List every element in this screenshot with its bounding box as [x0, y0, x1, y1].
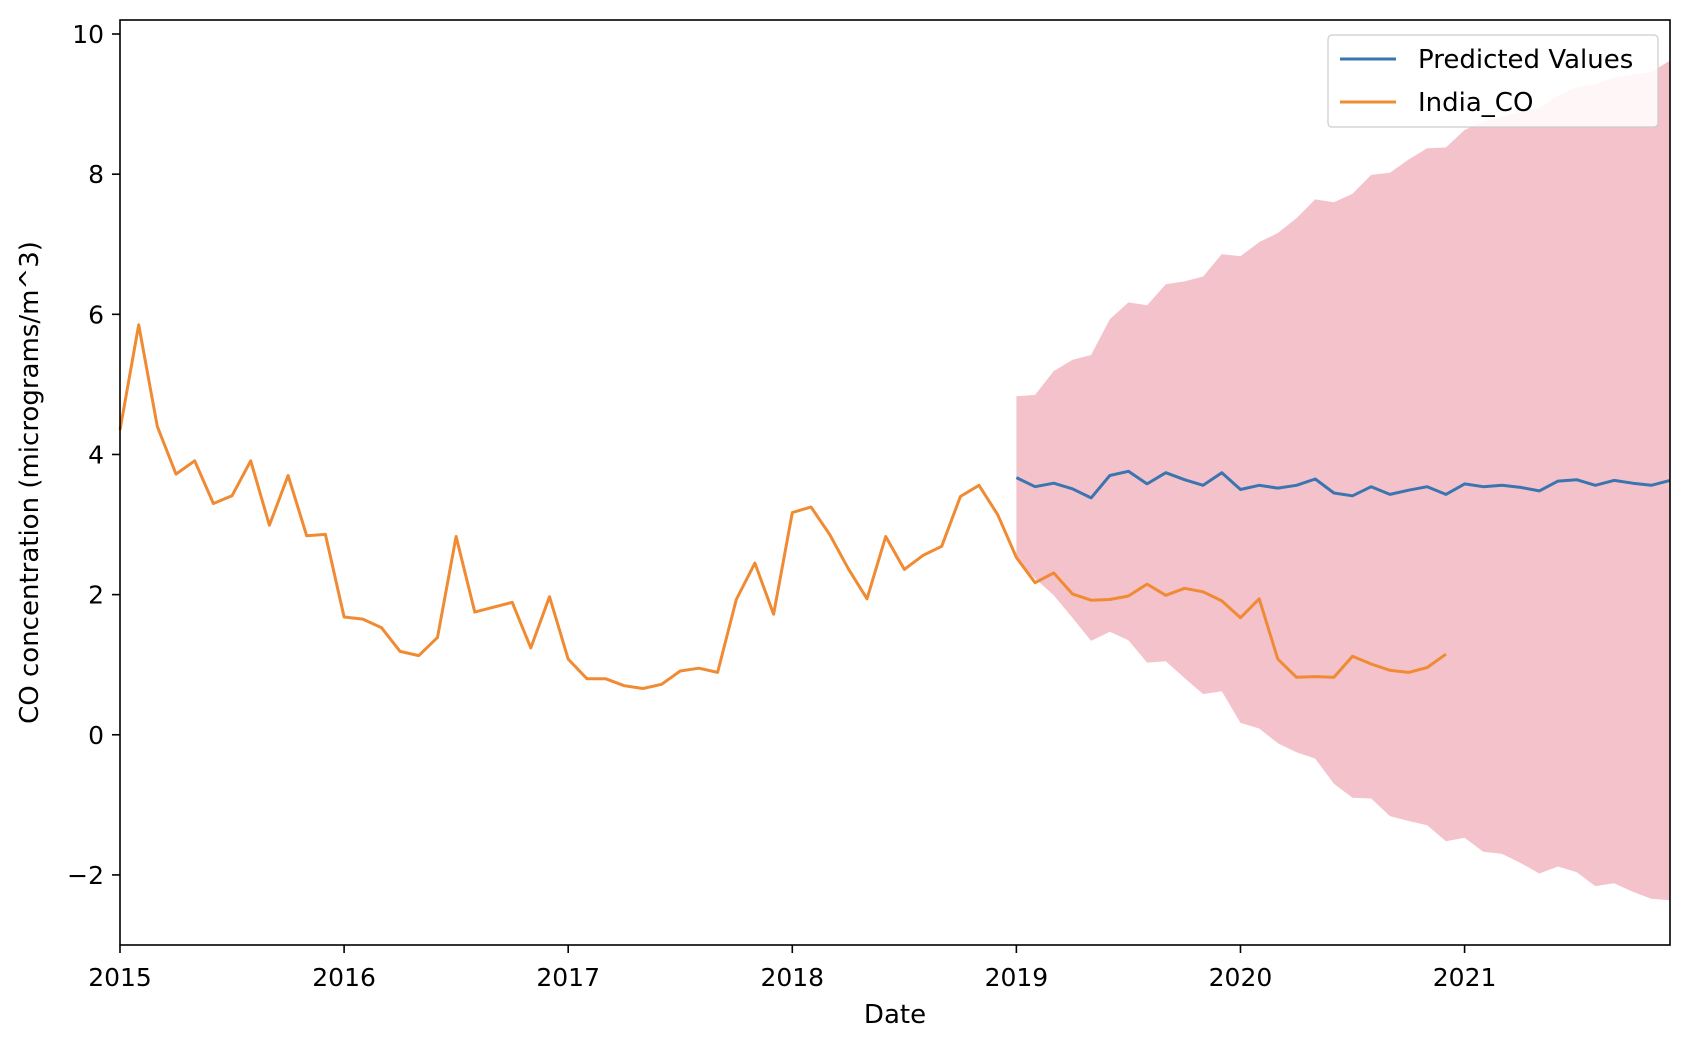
y-tick-label: 4 — [88, 440, 104, 469]
confidence-band-layer — [1016, 60, 1670, 901]
series-line-predicted-values — [1015, 469, 1671, 500]
y-tick-label: 10 — [72, 20, 104, 49]
x-tick-label: 2018 — [760, 963, 824, 992]
y-axis-label: CO concentration (micrograms/m^3) — [15, 241, 45, 724]
x-tick-label: 2015 — [88, 963, 152, 992]
confidence-band — [1016, 60, 1670, 901]
y-tick-label: 2 — [88, 581, 104, 610]
x-axis: 2015 2016 2017 2018 2019 2020 2021 — [88, 945, 1496, 992]
legend-label-india-co: India_CO — [1418, 88, 1533, 118]
series-layer — [118, 323, 1671, 690]
y-axis: −2 0 2 4 6 8 10 — [67, 20, 120, 890]
series-line-india-co — [118, 323, 1447, 690]
y-tick-label: −2 — [67, 861, 104, 890]
y-tick-label: 0 — [88, 721, 104, 750]
y-tick-label: 8 — [88, 160, 104, 189]
x-tick-label: 2021 — [1433, 963, 1497, 992]
x-tick-label: 2016 — [312, 963, 376, 992]
x-tick-label: 2019 — [985, 963, 1049, 992]
x-axis-label: Date — [864, 1000, 926, 1030]
legend: Predicted Values India_CO — [1327, 34, 1659, 128]
x-tick-label: 2017 — [536, 963, 600, 992]
plot-frame — [119, 19, 1671, 946]
y-tick-label: 6 — [88, 300, 104, 329]
x-tick-label: 2020 — [1209, 963, 1273, 992]
legend-label-predicted-values: Predicted Values — [1418, 45, 1633, 75]
legend-box — [1327, 34, 1659, 128]
